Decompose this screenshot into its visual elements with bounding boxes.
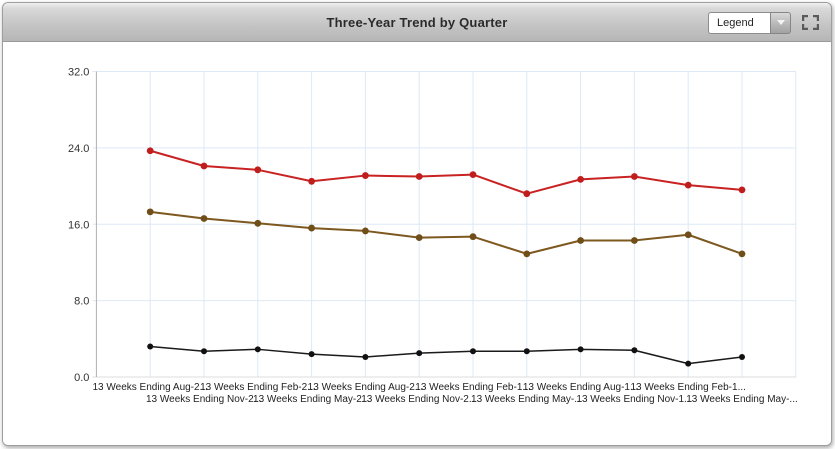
data-point[interactable] <box>362 172 369 179</box>
data-point[interactable] <box>308 224 315 232</box>
data-point[interactable] <box>631 237 638 244</box>
data-point[interactable] <box>308 177 315 185</box>
data-point[interactable] <box>523 250 531 258</box>
data-point[interactable] <box>200 162 208 170</box>
data-point[interactable] <box>577 175 584 183</box>
data-point[interactable] <box>469 171 477 179</box>
x-tick-label: 13 Weeks Ending Feb-1... <box>415 382 530 393</box>
series-0 <box>146 147 746 198</box>
data-point[interactable] <box>577 237 584 244</box>
data-point[interactable] <box>523 348 530 355</box>
series-line <box>150 345 743 365</box>
y-tick-label: 16.0 <box>68 219 89 231</box>
x-tick-label: 13 Weeks Ending Feb-2... <box>200 382 315 393</box>
data-point[interactable] <box>201 348 207 355</box>
data-point[interactable] <box>469 233 477 241</box>
series-line <box>149 149 743 195</box>
legend-dropdown[interactable]: Legend <box>708 11 791 34</box>
y-tick-label: 32.0 <box>68 67 89 79</box>
data-point[interactable] <box>254 219 262 227</box>
page-title: Three-Year Trend by Quarter <box>326 15 508 30</box>
data-point[interactable] <box>470 348 476 355</box>
y-tick-label: 8.0 <box>74 296 89 308</box>
gridlines <box>92 71 797 377</box>
x-tick-label: 13 Weeks Ending Nov-2... <box>361 394 477 405</box>
legend-dropdown-value[interactable]: Legend <box>708 11 770 34</box>
series-line <box>150 210 743 255</box>
data-point[interactable] <box>147 343 154 350</box>
x-tick-label: 13 Weeks Ending May-2... <box>253 394 370 405</box>
data-point[interactable] <box>415 234 423 242</box>
data-point[interactable] <box>739 353 745 360</box>
data-point[interactable] <box>684 181 692 189</box>
expand-icon <box>802 15 819 30</box>
legend-dropdown-trigger[interactable] <box>770 11 791 34</box>
chart-area: 0.0 8.0 16.0 24.0 32.0 13 Weeks Ending Aug-2.… <box>3 42 831 445</box>
x-tick-label: 13 Weeks Ending May-... <box>471 394 583 405</box>
data-point[interactable] <box>146 208 154 216</box>
x-tick-label: 13 Weeks Ending Aug-2... <box>92 382 207 393</box>
data-point[interactable] <box>254 346 261 353</box>
series-1 <box>146 208 746 258</box>
data-point[interactable] <box>684 231 692 239</box>
line-chart: 0.0 8.0 16.0 24.0 32.0 13 Weeks Ending Aug-2.… <box>68 67 798 406</box>
x-tick-label: 13 Weeks Ending Nov-1... <box>576 394 692 405</box>
x-tick-label: 13 Weeks Ending May-... <box>686 394 798 405</box>
data-point[interactable] <box>415 173 423 180</box>
data-point[interactable] <box>200 215 208 222</box>
data-point[interactable] <box>738 186 746 194</box>
data-point[interactable] <box>631 173 638 180</box>
x-tick-label: 13 Weeks Ending Nov-2... <box>146 394 262 405</box>
header-controls: Legend <box>708 11 819 34</box>
data-point[interactable] <box>362 227 369 235</box>
x-tick-label: 13 Weeks Ending Aug-2... <box>308 382 423 393</box>
expand-button[interactable] <box>802 15 819 31</box>
data-point[interactable] <box>362 353 369 360</box>
data-point[interactable] <box>523 190 531 198</box>
panel-header: Three-Year Trend by Quarter Legend <box>3 3 831 42</box>
data-point[interactable] <box>416 350 423 357</box>
data-point[interactable] <box>631 347 638 354</box>
data-point[interactable] <box>738 250 746 258</box>
y-tick-label: 24.0 <box>68 143 89 155</box>
series-2 <box>147 343 745 367</box>
data-point[interactable] <box>308 351 315 358</box>
data-point[interactable] <box>146 147 154 155</box>
chevron-down-icon <box>776 20 785 25</box>
x-tick-label: 13 Weeks Ending Feb-1... <box>630 382 745 393</box>
data-point[interactable] <box>685 360 692 367</box>
x-tick-label: 13 Weeks Ending Aug-1... <box>523 382 638 393</box>
data-point[interactable] <box>254 166 262 174</box>
y-axis-labels: 0.0 8.0 16.0 24.0 32.0 <box>68 67 89 385</box>
data-point[interactable] <box>577 346 584 353</box>
y-tick-label: 0.0 <box>74 372 89 384</box>
x-axis-labels: 13 Weeks Ending Aug-2...13 Weeks Ending … <box>92 382 797 405</box>
